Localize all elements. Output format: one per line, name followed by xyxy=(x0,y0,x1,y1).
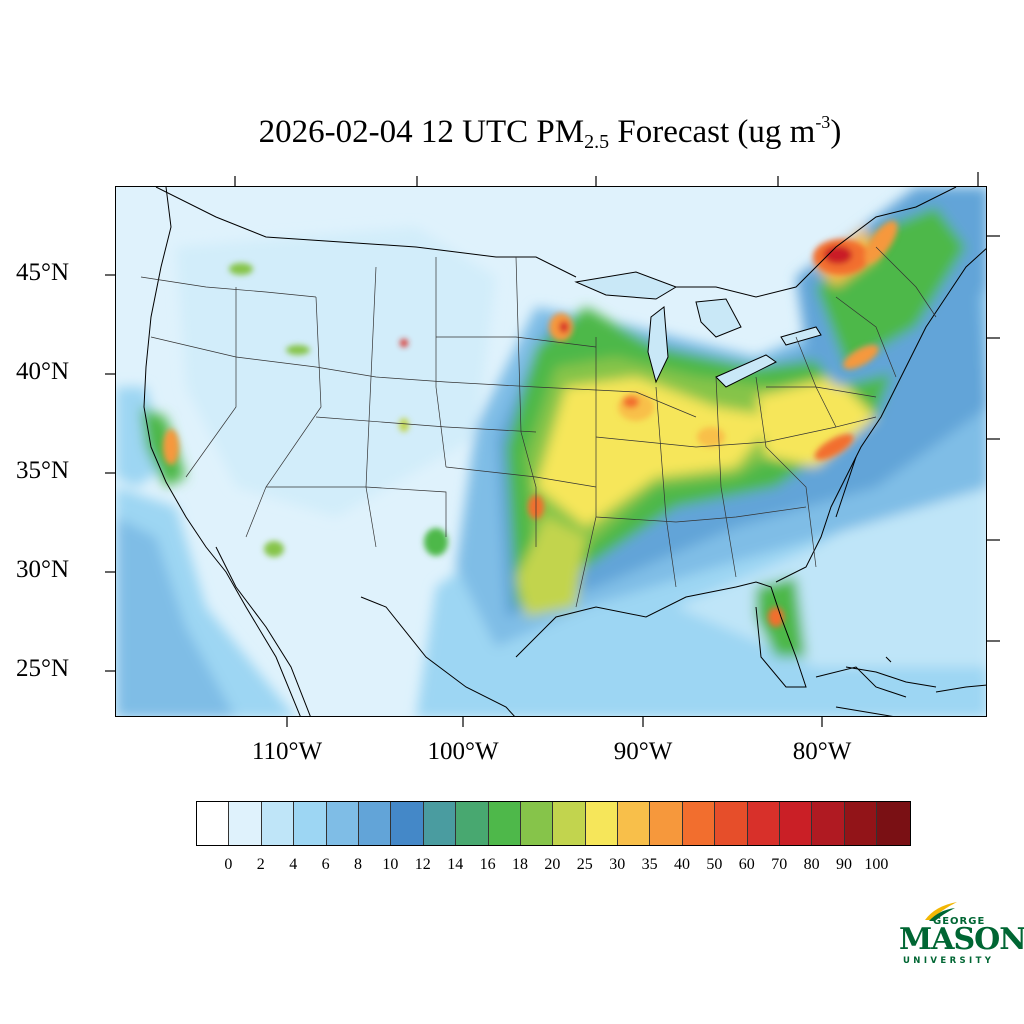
colorbar-swatch xyxy=(780,802,813,845)
colorbar-swatch xyxy=(715,802,748,845)
colorbar-tick-label: 8 xyxy=(354,856,362,873)
colorbar-swatch xyxy=(423,802,457,845)
colorbar-swatch xyxy=(456,802,489,845)
colorbar-swatch xyxy=(585,802,619,845)
lat-label-45n: 45°N xyxy=(16,259,70,286)
colorbar-tick-label: 0 xyxy=(224,856,233,873)
colorbar-tick-label: 2 xyxy=(256,856,265,873)
colorbar-swatch xyxy=(294,802,327,845)
logo-swoosh-icon xyxy=(925,902,957,921)
colorbar-tick-label: 18 xyxy=(512,856,528,873)
colorbar-tick-label: 30 xyxy=(609,856,626,873)
colorbar-tick-label: 16 xyxy=(479,856,496,873)
colorbar-swatch xyxy=(391,802,424,845)
colorbar-tick-label: 60 xyxy=(738,856,755,873)
colorbar-tick-label: 14 xyxy=(447,856,464,873)
colorbar-swatch xyxy=(618,802,651,845)
colorbar-tick-label: 25 xyxy=(576,856,593,873)
colorbar-swatch xyxy=(877,802,910,845)
colorbar-swatch xyxy=(553,802,586,845)
colorbar-swatch xyxy=(229,802,262,845)
colorbar-swatch xyxy=(747,802,781,845)
colorbar-swatch xyxy=(650,802,683,845)
islands xyxy=(845,656,986,693)
state-borders xyxy=(140,246,937,608)
coastlines xyxy=(143,187,986,716)
great-lakes xyxy=(574,271,822,388)
colorbar-tick-label: 40 xyxy=(674,856,690,873)
logo-mason-text: MASON xyxy=(899,922,1024,957)
colorbar-tick-label: 50 xyxy=(706,856,723,873)
colorbar-swatch xyxy=(844,802,878,845)
colorbar-swatch xyxy=(488,802,521,845)
colorbar xyxy=(196,801,911,846)
colorbar-tick-label: 6 xyxy=(321,856,330,873)
lon-label-100w: 100°W xyxy=(427,738,499,765)
colorbar-swatch xyxy=(197,802,230,845)
lon-label-110w: 110°W xyxy=(251,738,323,765)
lon-label-80w: 80°W xyxy=(792,738,852,765)
colorbar-swatch xyxy=(326,802,359,845)
george-mason-logo: GEORGE MASON UNIVERSITY xyxy=(893,900,1024,970)
colorbar-tick-label: 10 xyxy=(382,856,399,873)
colorbar-tick-label: 20 xyxy=(544,856,561,873)
colorbar-tick-label: 90 xyxy=(836,856,852,873)
pm25-forecast-map xyxy=(115,186,987,717)
lat-label-25n: 25°N xyxy=(16,655,70,682)
colorbar-swatch xyxy=(358,802,392,845)
logo-university-text: UNIVERSITY xyxy=(903,956,995,966)
chart-title: 2026-02-04 12 UTC PM2.5 Forecast (ug m-3… xyxy=(258,112,842,153)
colorbar-swatch xyxy=(261,802,295,845)
map-canvas xyxy=(116,187,986,716)
colorbar-tick-label: 12 xyxy=(414,856,431,873)
colorbar-swatch xyxy=(682,802,716,845)
lat-label-35n: 35°N xyxy=(16,457,70,484)
lat-label-30n: 30°N xyxy=(16,556,70,583)
colorbar-tick-label: 100 xyxy=(864,856,889,873)
logo-george-text: GEORGE xyxy=(933,916,986,927)
colorbar-tick-label: 4 xyxy=(289,856,298,873)
colorbar-swatch xyxy=(520,802,554,845)
colorbar-tick-label: 35 xyxy=(641,856,658,873)
colorbar-tick-label: 80 xyxy=(803,856,820,873)
colorbar-tick-label: 70 xyxy=(771,856,788,873)
colorbar-swatch xyxy=(812,802,845,845)
lat-label-40n: 40°N xyxy=(16,358,70,385)
lon-label-90w: 90°W xyxy=(613,738,673,765)
